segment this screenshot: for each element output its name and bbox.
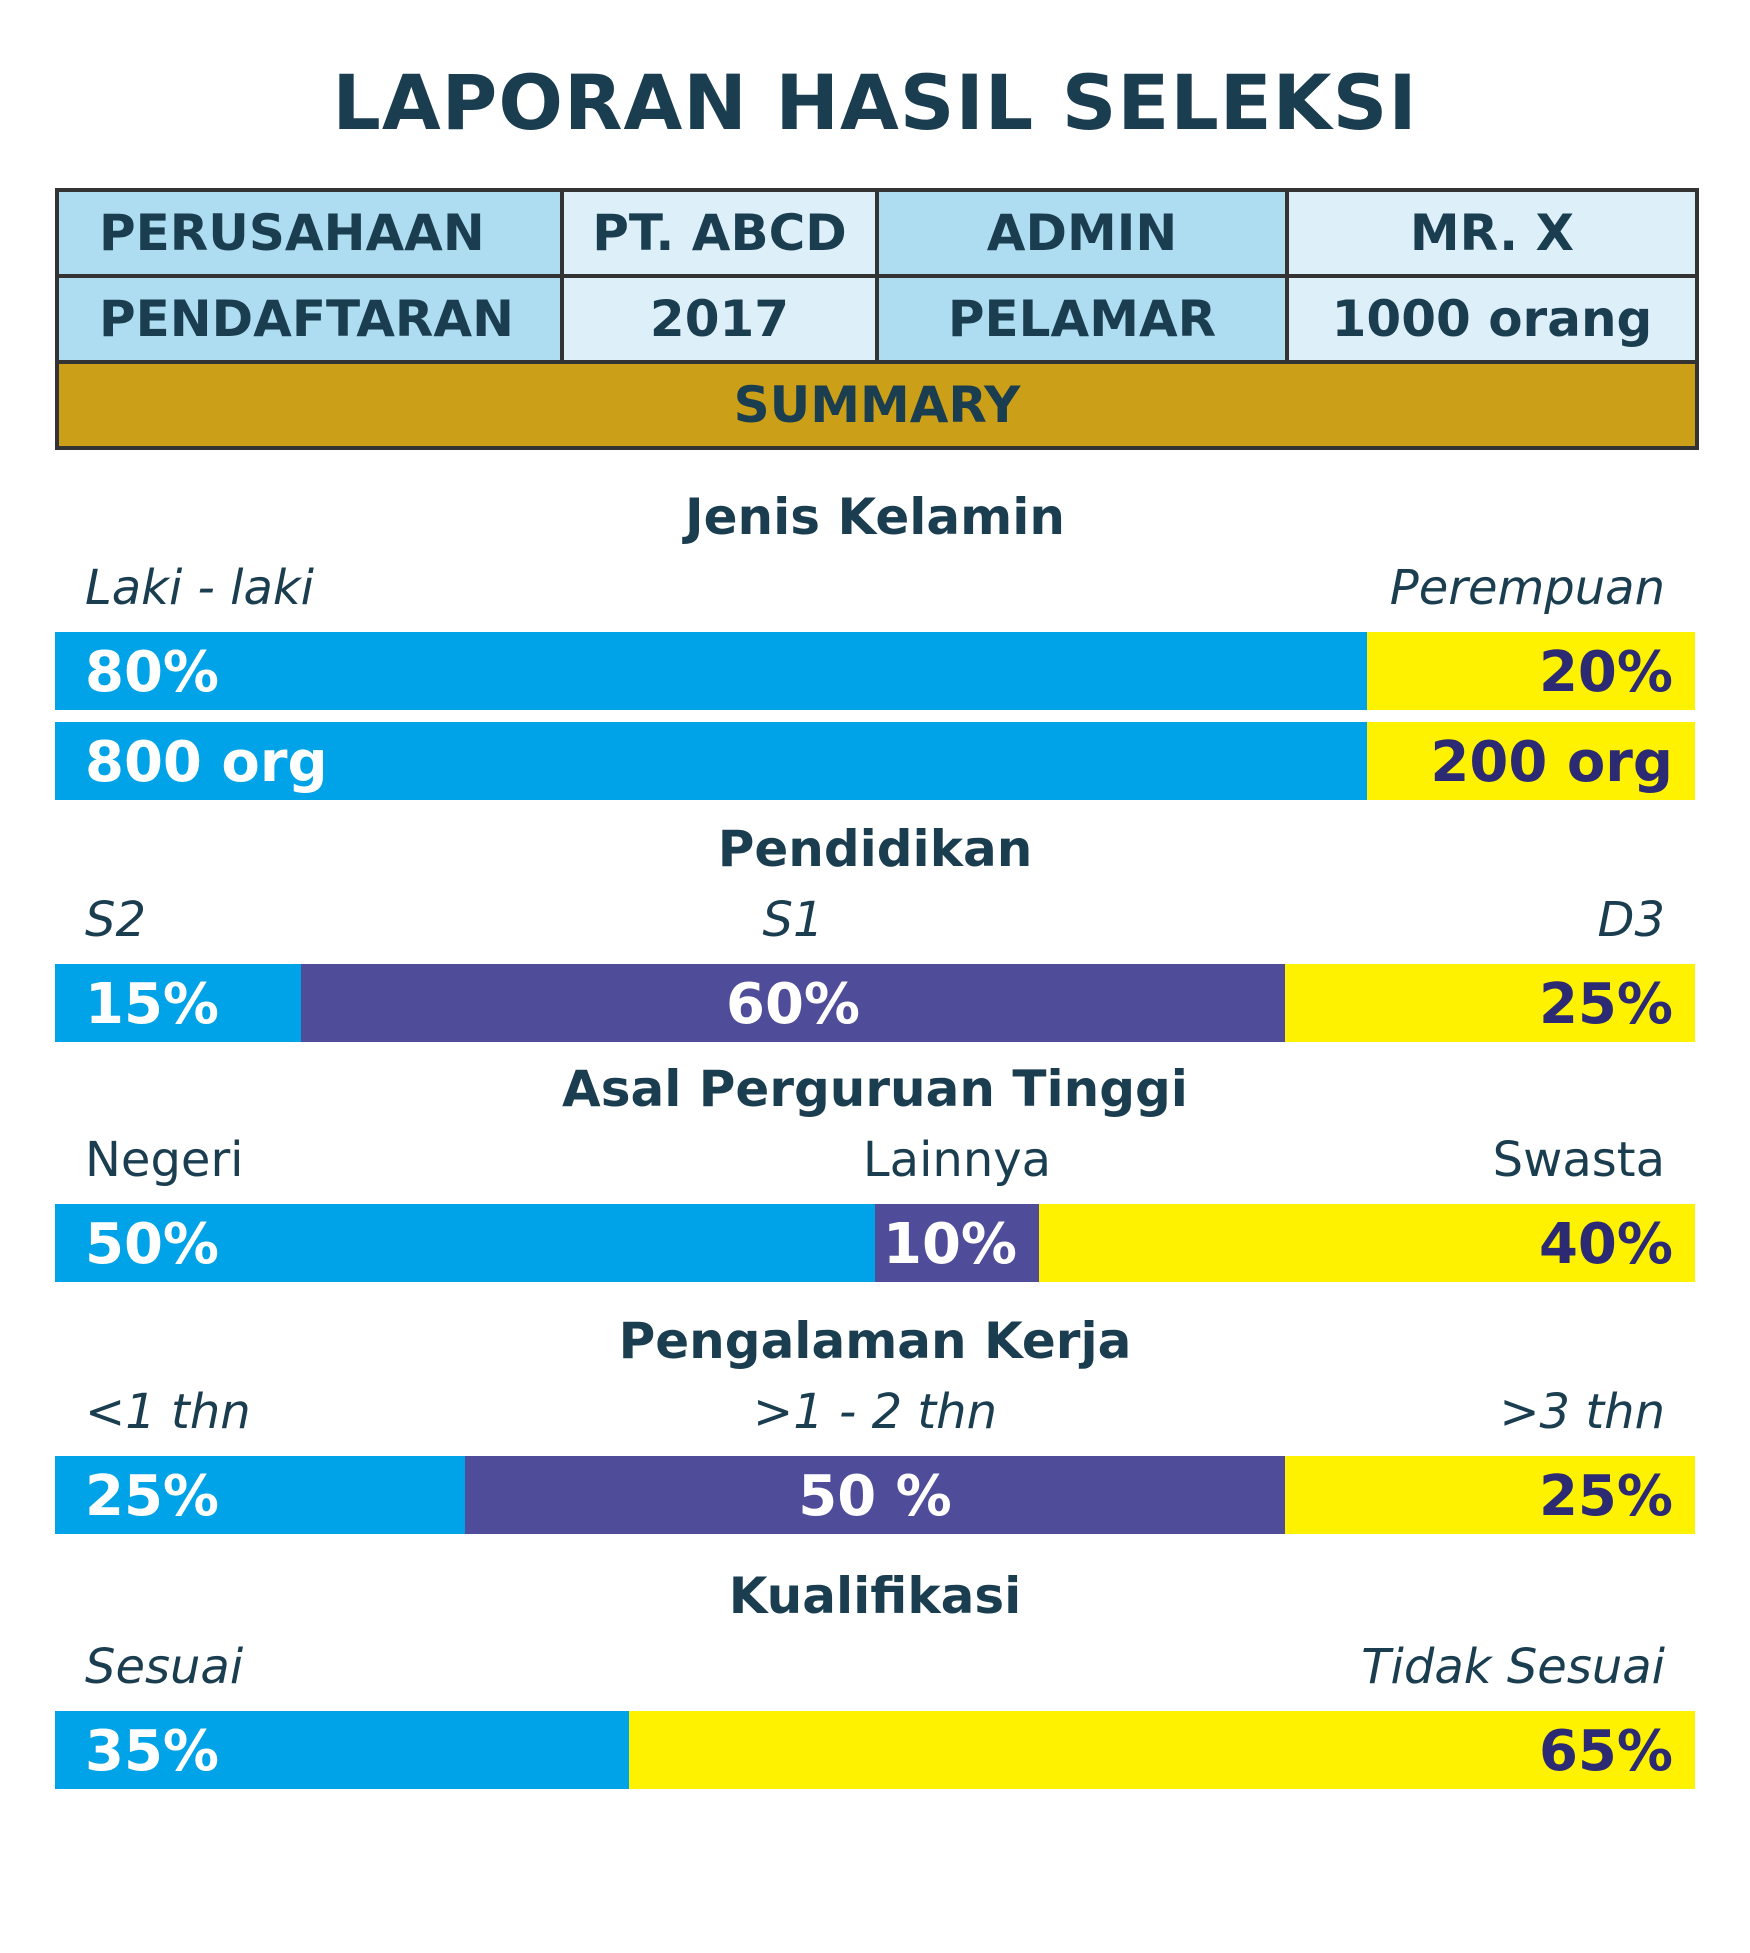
chart-title: Kualifikasi [728,1567,1022,1625]
bar-segment-laki-laki [55,632,1367,710]
bar-segment-laki-laki [55,722,1367,800]
company-label: PERUSAHAAN [55,188,564,278]
bar-segment-d3 [1285,964,1695,1042]
stacked-bar: 80% 20% [55,632,1695,710]
summary-row: SUMMARY [55,360,1699,450]
bar-segment-perempuan [1367,722,1695,800]
stacked-bar: 35% 65% [55,1711,1695,1789]
admin-value: MR. X [1285,188,1699,278]
chart-title: Pengalaman Kerja [618,1312,1132,1370]
data-label: 15% [85,972,220,1037]
data-label: 65% [1538,1719,1673,1784]
admin-label: ADMIN [875,188,1289,278]
category-label: Laki - laki [85,560,315,616]
applicants-label: PELAMAR [875,274,1289,364]
data-label: 800 org [85,730,328,795]
category-label: Negeri [85,1132,244,1188]
stacked-bar: 800 org 200 org [55,722,1695,800]
stacked-bar: 15% 60% 25% [55,964,1695,1042]
company-value: PT. ABCD [560,188,879,278]
data-label: 60% [725,972,861,1037]
category-label: >3 thn [1499,1384,1665,1440]
registration-label: PENDAFTARAN [55,274,564,364]
category-label: S1 [762,892,824,948]
registration-value: 2017 [560,274,879,364]
data-label: 10% [883,1212,1018,1277]
summary-header: SUMMARY [55,360,1699,450]
stacked-bar: 50% 10% 40% [55,1204,1695,1282]
bar-segment-lainnya [875,1204,1039,1282]
data-label: 25% [1538,1464,1673,1529]
data-label: 200 org [1430,730,1673,795]
category-label: Tidak Sesuai [1361,1639,1665,1695]
data-label: 25% [1538,972,1673,1037]
applicants-value: 1000 orang [1285,274,1699,364]
category-label: Swasta [1492,1132,1665,1188]
bar-segment-swasta [1039,1204,1695,1282]
bar-segment-3-thn [1285,1456,1695,1534]
data-label: 40% [1538,1212,1673,1277]
bar-segment-sesuai [55,1711,629,1789]
bar-segment-1-thn [55,1456,465,1534]
category-label: S2 [85,892,147,948]
data-label: 20% [1538,640,1673,705]
category-label: Sesuai [85,1639,244,1695]
category-label: >1 - 2 thn [752,1384,998,1440]
category-label: <1 thn [85,1384,251,1440]
data-label: 35% [85,1719,220,1784]
bar-segment-negeri [55,1204,875,1282]
chart-title: Pendidikan [717,820,1033,878]
chart-title: Asal Perguruan Tinggi [562,1060,1188,1118]
bar-segment-s2 [55,964,301,1042]
page-title: LAPORAN HASIL SELEKSI [332,58,1418,147]
category-label: D3 [1597,892,1666,948]
info-row-registration: PENDAFTARAN 2017 PELAMAR 1000 orang [55,274,1699,364]
info-row-company: PERUSAHAAN PT. ABCD ADMIN MR. X [55,188,1699,278]
data-label: 25% [85,1464,220,1529]
chart-title: Jenis Kelamin [685,488,1065,546]
bar-segment-s1 [301,964,1285,1042]
bar-segment-1-2-thn [465,1456,1285,1534]
bar-segment-perempuan [1367,632,1695,710]
data-label: 50 % [798,1464,952,1529]
stacked-bar: 25% 50 % 25% [55,1456,1695,1534]
data-label: 80% [85,640,220,705]
data-label: 50% [85,1212,220,1277]
category-label: Perempuan [1389,560,1665,616]
bar-segment-tidak-sesuai [629,1711,1695,1789]
category-label: Lainnya [862,1132,1052,1188]
info-table: PERUSAHAAN PT. ABCD ADMIN MR. X PENDAFTA… [55,188,1699,450]
